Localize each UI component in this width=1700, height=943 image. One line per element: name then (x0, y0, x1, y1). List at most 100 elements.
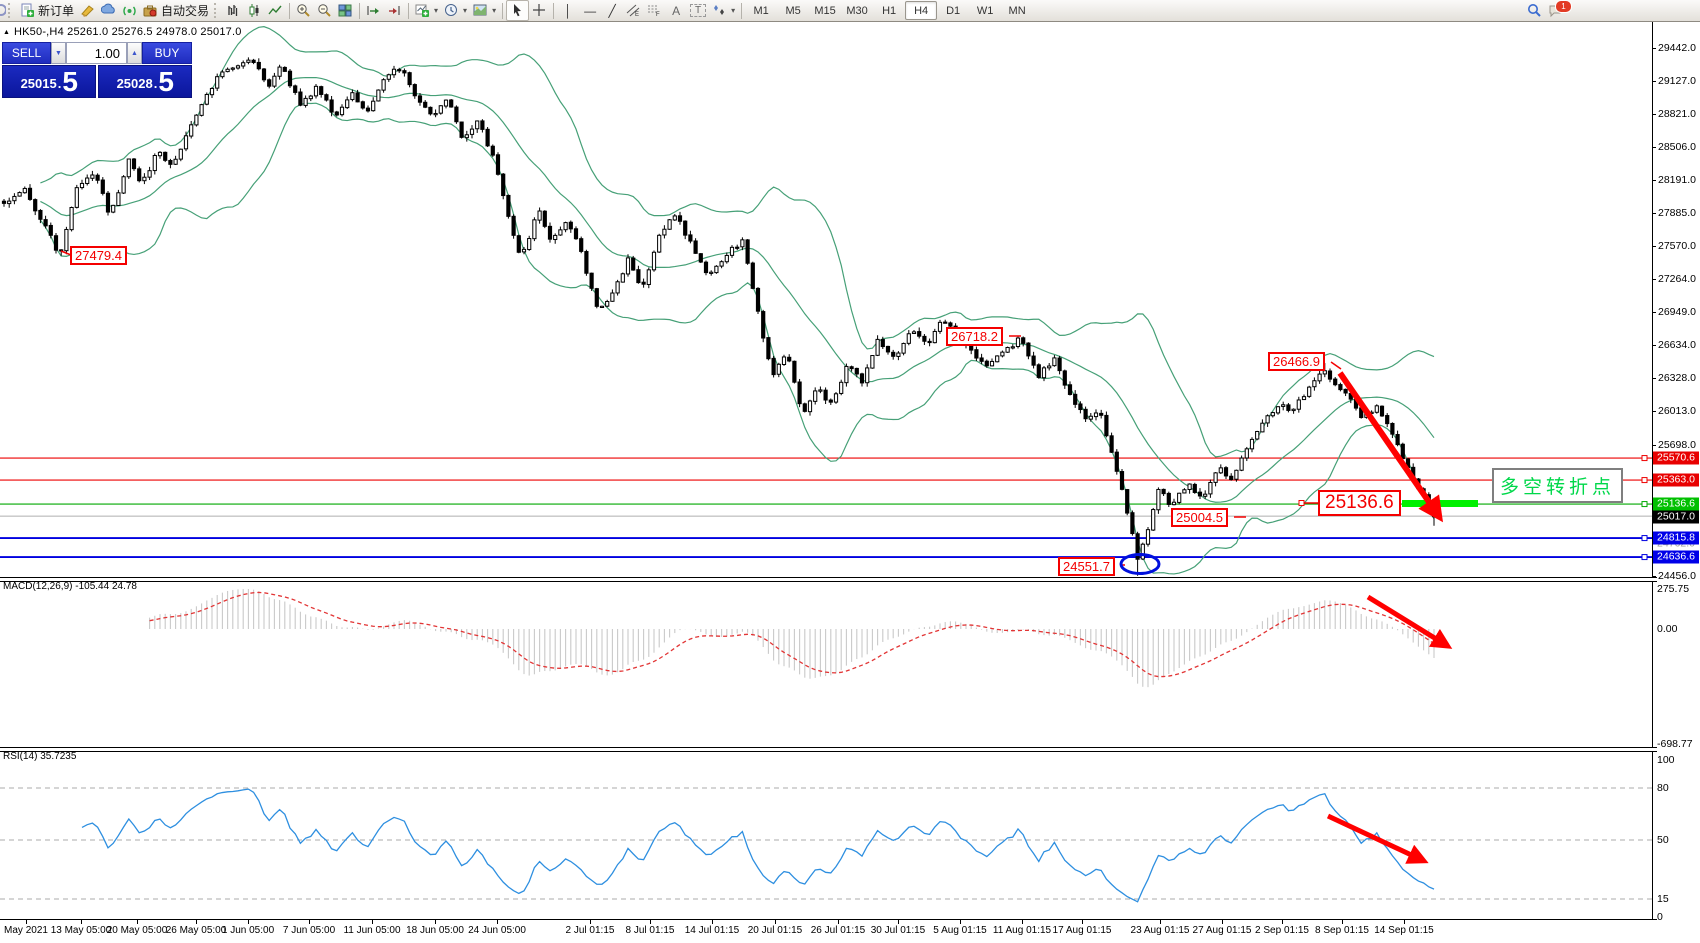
time-axis-label: 26 Jul 01:15 (810, 925, 866, 936)
chart-shift-icon (367, 6, 380, 15)
clock-icon (445, 4, 458, 16)
auto-trading-button[interactable]: 自动交易 (140, 1, 212, 20)
sell-button[interactable]: SELL (2, 42, 51, 64)
templates-button[interactable]: ▾ (470, 1, 499, 20)
mail-tool-button[interactable] (98, 1, 119, 20)
crosshair-tool-button[interactable] (529, 1, 550, 20)
timeframe-h4[interactable]: H4 (905, 1, 938, 20)
auto-scroll-button[interactable] (384, 1, 405, 20)
zoom-in-button[interactable] (293, 1, 314, 20)
timeframe-m1[interactable]: M1 (753, 4, 769, 17)
fibonacci-tool-button[interactable]: F (644, 1, 665, 20)
candlestick-button[interactable] (244, 1, 265, 20)
notifications-button[interactable]: 1 (1545, 0, 1572, 20)
zoom-out-button[interactable] (314, 1, 335, 20)
sell-price-pip: 5 (62, 66, 78, 97)
time-axis-label: 7 Jun 05:00 (282, 925, 336, 936)
vline-tool-button[interactable]: │ (557, 1, 579, 20)
axis-tick-mark (1652, 180, 1656, 182)
axis-tick-label: 27570.0 (1658, 240, 1696, 253)
timeframe-mn[interactable]: MN (1008, 4, 1026, 17)
channel-tool-button[interactable]: E (623, 1, 644, 20)
main-toolbar: 新订单 自动交易 (0, 0, 1700, 22)
toolbar-separator (289, 2, 291, 19)
toolbar-separator (553, 2, 555, 19)
timeframe-h1[interactable]: H1 (882, 4, 897, 17)
arrows-tool-button[interactable]: ▾ (709, 1, 738, 20)
text-tool-button[interactable]: A (665, 1, 687, 20)
buy-price-display[interactable]: 25028. 5 (98, 65, 192, 98)
axis-tick-label: 27264.0 (1658, 272, 1696, 285)
toolbar-separator (359, 2, 361, 19)
timeframe-m15[interactable]: M15 (814, 4, 836, 17)
axis-tick-label: 29442.0 (1658, 41, 1696, 54)
auto-trading-label: 自动交易 (161, 4, 210, 18)
tile-windows-button[interactable] (335, 1, 356, 20)
axis-tick-mark (1652, 81, 1656, 83)
search-button[interactable] (1524, 1, 1545, 20)
volume-increase-button[interactable]: ▲ (127, 42, 142, 64)
time-axis-label: May 2021 (4, 925, 48, 936)
rsi-axis-label: 15 (1657, 893, 1669, 905)
trendline-tool-button[interactable]: ╱ (601, 1, 623, 20)
svg-text:E: E (635, 12, 639, 18)
time-axis-label: 8 Jul 01:15 (625, 925, 675, 936)
bull-bear-turning-point-note[interactable]: 多空转折点 (1492, 468, 1624, 503)
time-tick-mark (1222, 920, 1223, 924)
time-axis-label: 20 Jul 01:15 (747, 925, 803, 936)
price-level-label[interactable]: 25136.6 (1318, 490, 1401, 516)
axis-price-marker: 25363.0 (1653, 473, 1699, 487)
price-level-label[interactable]: 27479.4 (70, 246, 127, 265)
time-tick-mark (650, 920, 651, 924)
line-chart-button[interactable] (265, 1, 286, 20)
rsi-panel-separator[interactable] (0, 747, 1657, 752)
axis-tick-mark (1652, 411, 1656, 413)
buy-button[interactable]: BUY (142, 42, 192, 64)
time-tick-mark (1022, 920, 1023, 924)
volume-input[interactable]: 1.00 (66, 42, 127, 64)
signal-tool-button[interactable] (119, 1, 140, 20)
timeframe-m5[interactable]: M5 (785, 4, 801, 17)
rsi-axis-label: 100 (1657, 754, 1675, 766)
vline-icon: │ (564, 3, 572, 18)
time-axis-label: 8 Sep 01:15 (1315, 925, 1369, 936)
signal-icon (123, 6, 136, 16)
time-tick-mark (26, 920, 27, 924)
cursor-tool-button[interactable] (506, 0, 530, 21)
bar-chart-button[interactable] (223, 1, 244, 20)
time-tick-mark (248, 920, 249, 924)
rsi-axis-label: 80 (1657, 782, 1669, 794)
periods-button[interactable]: ▾ (441, 1, 470, 20)
price-level-label[interactable]: 25004.5 (1171, 508, 1228, 527)
time-axis-label: 17 Aug 01:15 (1052, 925, 1112, 936)
new-order-button[interactable]: 新订单 (17, 1, 77, 20)
toolbar-grip (8, 3, 15, 18)
one-click-collapse-icon[interactable]: ▲ (3, 29, 10, 36)
macd-axis-label: 275.75 (1657, 583, 1690, 595)
buy-price-dot: . (153, 76, 158, 91)
price-level-label[interactable]: 26466.9 (1268, 352, 1325, 371)
axis-tick-mark (1652, 576, 1656, 578)
time-axis-label: 30 Jul 01:15 (870, 925, 926, 936)
axis-ticks-layer (1641, 455, 1648, 561)
timeframe-w1[interactable]: W1 (976, 4, 994, 17)
sell-price-display[interactable]: 25015. 5 (2, 65, 97, 98)
hline-tool-button[interactable]: — (579, 1, 601, 20)
macd-panel-separator[interactable] (0, 577, 1657, 582)
price-level-label[interactable]: 24551.7 (1058, 557, 1115, 576)
toolbar-grip (214, 3, 221, 18)
time-tick-mark (497, 920, 498, 924)
chart-shift-button[interactable] (363, 1, 384, 20)
cursor-icon (514, 4, 522, 17)
time-axis-label: 20 May 05:00 (106, 925, 168, 936)
time-axis-label: 24 Jun 05:00 (468, 925, 526, 936)
volume-decrease-button[interactable]: ▼ (51, 42, 66, 64)
price-level-label[interactable]: 26718.2 (946, 327, 1003, 346)
timeframe-d1[interactable]: D1 (946, 4, 961, 17)
time-tick-mark (196, 920, 197, 924)
brush-tool-button[interactable] (77, 1, 98, 20)
timeframe-m30[interactable]: M30 (846, 4, 868, 17)
label-tool-button[interactable]: T (687, 1, 709, 20)
new-chart-button[interactable]: ▾ (412, 1, 441, 20)
